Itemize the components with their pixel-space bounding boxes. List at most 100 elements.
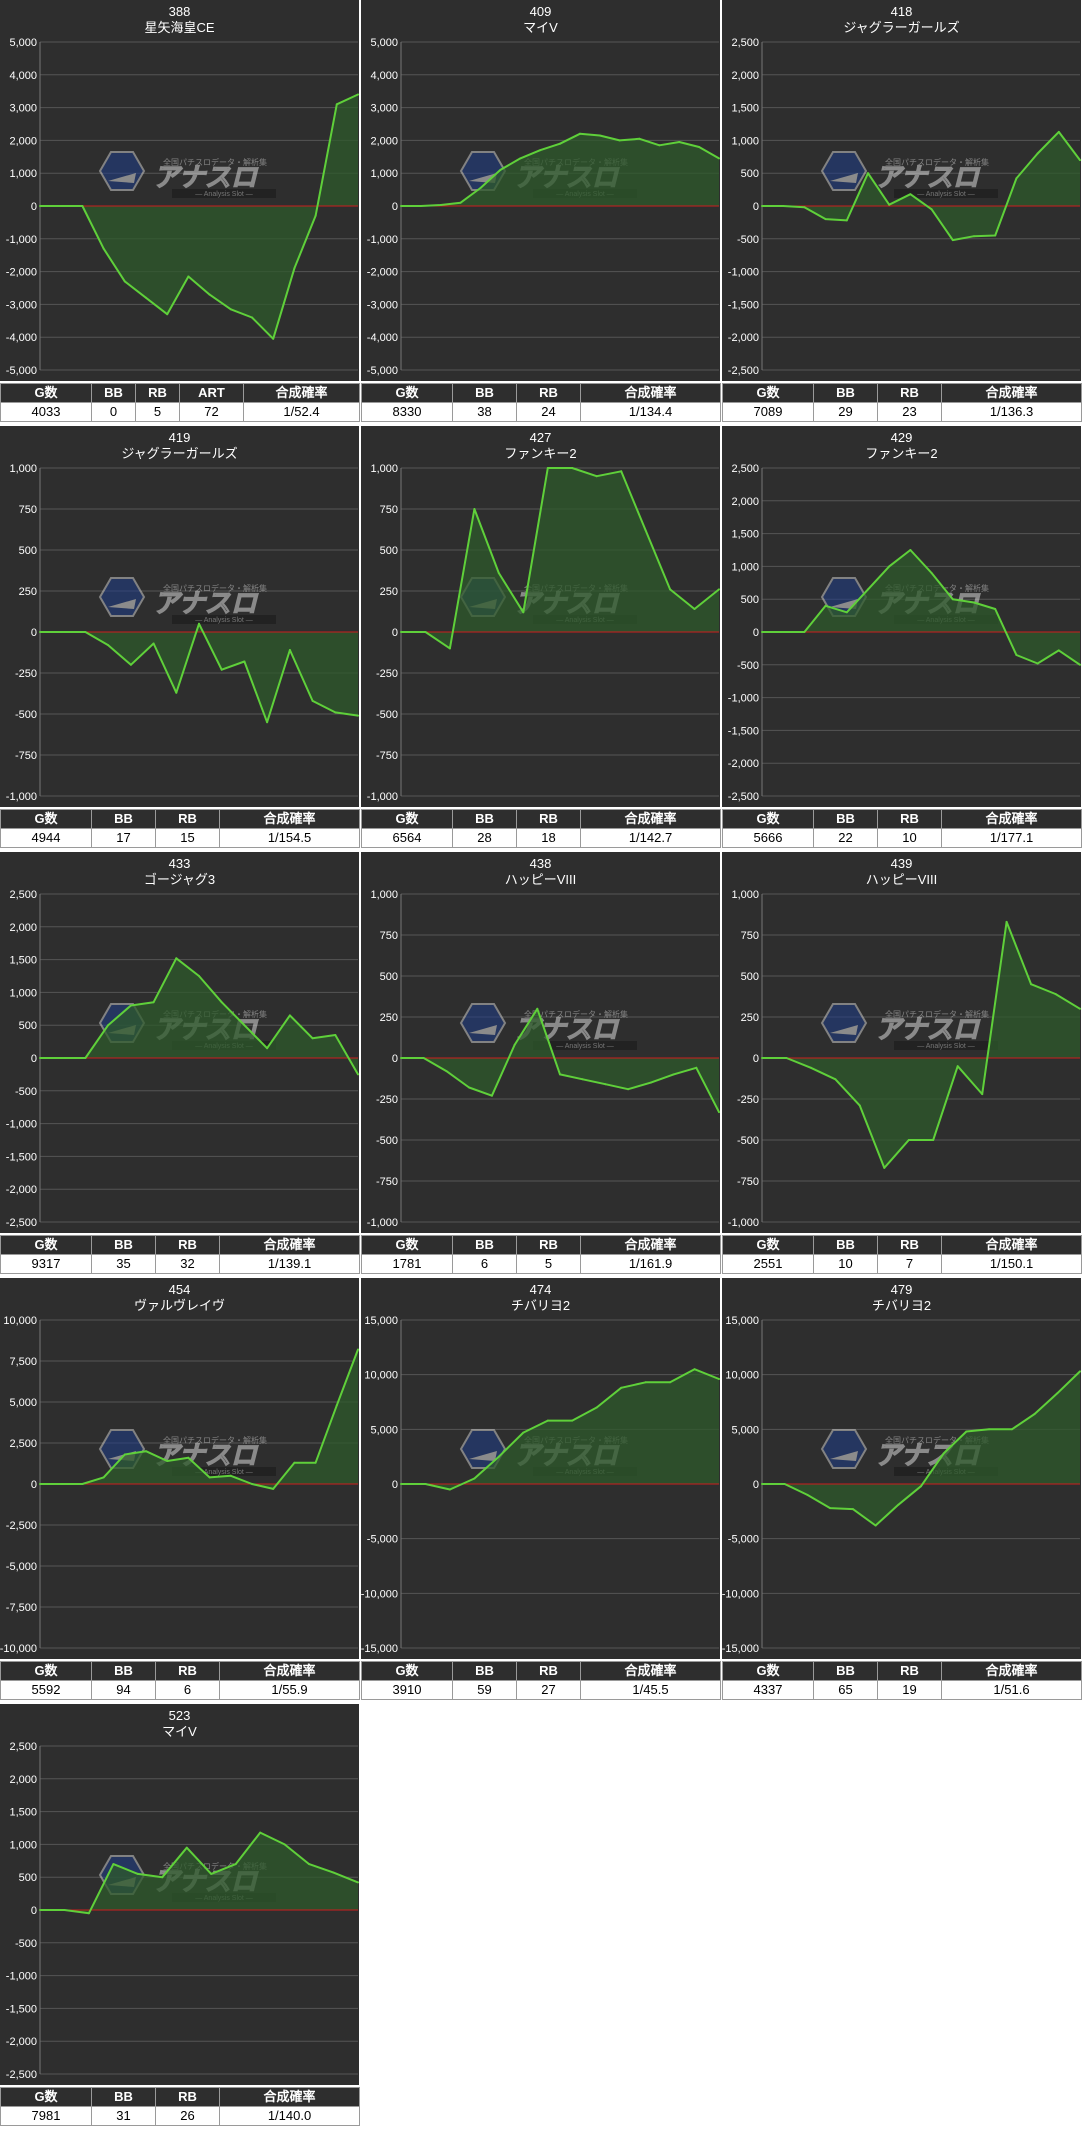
stats-header-cell: 合成確率 bbox=[941, 383, 1082, 403]
data-point bbox=[39, 1057, 41, 1059]
stats-header-cell: 合成確率 bbox=[580, 383, 721, 403]
y-tick-label: -1,000 bbox=[367, 234, 398, 246]
data-point bbox=[522, 1431, 525, 1434]
y-tick-label: -750 bbox=[737, 1176, 759, 1188]
data-point bbox=[293, 1461, 296, 1464]
data-point bbox=[198, 622, 200, 625]
machine-number: 439 bbox=[890, 856, 913, 871]
machine-card-474: 15,00010,0005,0000-5,000-10,000-15,000全国… bbox=[361, 1278, 721, 1702]
svg-text:全国パチスロデータ・解析集: 全国パチスロデータ・解析集 bbox=[524, 1009, 628, 1019]
data-point bbox=[84, 1057, 87, 1059]
data-point bbox=[185, 1846, 188, 1849]
stats-header-cell: BB bbox=[813, 1661, 878, 1681]
machine-number: 454 bbox=[168, 1282, 191, 1297]
stats-table: G数 BB RB 合成確率 9317 35 32 1/139.1 bbox=[0, 1235, 360, 1274]
graph-svg: 1,0007505002500-250-500-750-1,000全国パチスロデ… bbox=[367, 463, 720, 803]
chart-panel: 5,000 4,000 3,000 2,000 1,000 0 -1,000 -2,000 -3… bbox=[361, 0, 720, 381]
watermark-hex-icon bbox=[459, 1003, 507, 1043]
data-point bbox=[497, 1455, 500, 1458]
data-point bbox=[266, 1047, 269, 1050]
stats-header-cell: RB bbox=[155, 2087, 220, 2107]
machine-name: 星矢海皇CE bbox=[144, 20, 215, 35]
y-tick-label: -1,500 bbox=[728, 299, 759, 311]
data-point bbox=[314, 1461, 317, 1464]
data-point bbox=[513, 1043, 516, 1046]
stats-header-cell: BB bbox=[452, 1235, 517, 1255]
watermark-hex-icon bbox=[98, 151, 146, 191]
data-point bbox=[782, 205, 785, 207]
data-point bbox=[208, 293, 211, 296]
stats-header-cell: G数 bbox=[0, 1235, 92, 1255]
data-point bbox=[867, 172, 869, 175]
data-point bbox=[718, 1378, 720, 1380]
machine-name: ジャグラーガールズ bbox=[121, 446, 238, 461]
stats-value-row: 1781 6 5 1/161.9 bbox=[361, 1254, 721, 1274]
data-point bbox=[649, 1081, 652, 1084]
stats-table: G数 BB RB 合成確率 1781 6 5 1/161.9 bbox=[361, 1235, 721, 1274]
y-tick-label: -1,000 bbox=[728, 1217, 759, 1229]
y-tick-label: 1,000 bbox=[370, 463, 398, 475]
data-point bbox=[445, 1070, 448, 1073]
data-point bbox=[1079, 159, 1081, 162]
data-point bbox=[644, 529, 647, 532]
data-point bbox=[658, 144, 661, 147]
data-point bbox=[761, 1057, 763, 1059]
graph-svg: 5,000 4,000 3,000 2,000 1,000 0 -1,000 -2,000 -3… bbox=[367, 37, 720, 377]
y-tick-label: -1,000 bbox=[6, 234, 37, 246]
stats-header-cell: BB bbox=[813, 1235, 878, 1255]
stats-value-cell: 4337 bbox=[722, 1680, 814, 1700]
chart-panel: 2,500 2,000 1,500 1,000 500 0 -500 -1,000 -1,500… bbox=[722, 426, 1081, 807]
data-point bbox=[293, 267, 296, 270]
machine-name: ジャグラーガールズ bbox=[843, 20, 960, 35]
stats-value-cell: 6564 bbox=[361, 828, 453, 848]
machine-name: ハッピーVIII bbox=[504, 872, 577, 887]
stats-header-cell: BB bbox=[452, 809, 517, 829]
data-point bbox=[1057, 130, 1060, 133]
stats-value-cell: 6 bbox=[155, 1680, 220, 1700]
stats-value-cell: 1781 bbox=[361, 1254, 453, 1274]
y-tick-label: -1,500 bbox=[728, 725, 759, 737]
stats-value-cell: 1/177.1 bbox=[941, 828, 1082, 848]
machine-name: ヴァルヴレイヴ bbox=[133, 1298, 225, 1313]
data-point bbox=[883, 1166, 886, 1169]
data-point bbox=[718, 1111, 720, 1114]
stats-value-cell: 32 bbox=[155, 1254, 220, 1274]
series-line bbox=[40, 1349, 359, 1490]
stats-header-row: G数 BB RB 合成確率 bbox=[0, 2087, 360, 2107]
data-point bbox=[809, 1066, 812, 1069]
stats-value-cell: 3910 bbox=[361, 1680, 453, 1700]
data-point bbox=[439, 204, 442, 206]
data-point bbox=[175, 691, 178, 694]
y-tick-label: -2,500 bbox=[728, 365, 759, 377]
stats-value-cell: 26 bbox=[155, 2106, 220, 2126]
stats-value-cell: 19 bbox=[877, 1680, 942, 1700]
y-tick-label: -15,000 bbox=[722, 1643, 759, 1655]
stats-header-cell: RB bbox=[516, 1661, 581, 1681]
machine-card-433: 2,500 2,000 1,500 1,000 500 0 -500 -1,000 -1,500… bbox=[0, 852, 360, 1276]
data-point bbox=[400, 1483, 402, 1485]
y-tick-label: 250 bbox=[741, 1012, 759, 1024]
y-tick-label: 0 bbox=[392, 201, 398, 213]
data-point bbox=[785, 1057, 788, 1059]
machine-card-419: 1,000 750 500 250 0 -250 -500 -750 -1,000 全国パチスロデ… bbox=[0, 426, 360, 850]
data-point bbox=[288, 1014, 291, 1017]
data-point bbox=[522, 611, 525, 614]
stats-header-row: G数 BB RB ART 合成確率 bbox=[0, 383, 360, 403]
y-tick-label: 750 bbox=[380, 504, 398, 516]
y-tick-label: -500 bbox=[376, 709, 398, 721]
graph-svg: 2,500 2,000 1,500 1,000 500 0 -500 -1,000 -1,500… bbox=[728, 37, 1081, 377]
svg-text:全国パチスロデータ・解析集: 全国パチスロデータ・解析集 bbox=[163, 583, 267, 593]
data-point bbox=[638, 137, 641, 140]
stats-value-cell: 72 bbox=[179, 402, 244, 422]
data-point bbox=[251, 1483, 253, 1485]
stats-table: G数 BB RB 合成確率 4337 65 19 1/51.6 bbox=[722, 1661, 1082, 1700]
stats-header-cell: G数 bbox=[361, 1235, 453, 1255]
y-tick-label: -500 bbox=[15, 1938, 37, 1950]
y-tick-label: 500 bbox=[380, 971, 398, 983]
svg-text:アナスロ: アナスロ bbox=[875, 1015, 980, 1045]
stats-value-cell: 10 bbox=[813, 1254, 878, 1274]
data-point bbox=[61, 631, 64, 633]
data-point bbox=[400, 1057, 402, 1059]
